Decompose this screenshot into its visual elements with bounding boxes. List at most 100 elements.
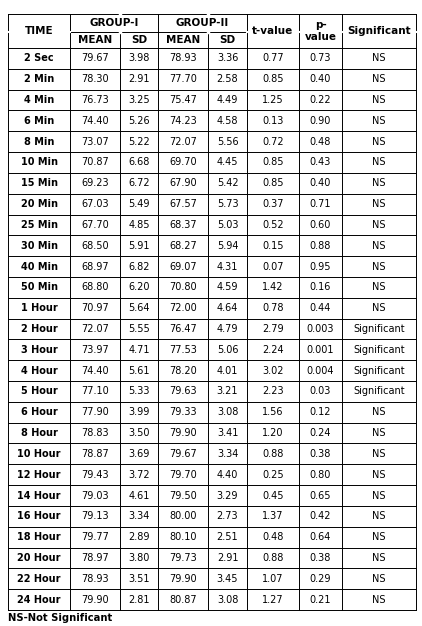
Text: 79.70: 79.70 [170, 470, 197, 480]
Text: 0.16: 0.16 [310, 282, 331, 292]
Text: 20 Min: 20 Min [21, 199, 57, 209]
Text: NS: NS [372, 116, 386, 126]
Text: 0.13: 0.13 [262, 116, 284, 126]
Text: 3.72: 3.72 [128, 470, 150, 480]
Text: NS-Not Significant: NS-Not Significant [8, 613, 112, 623]
Text: 3.29: 3.29 [217, 491, 238, 501]
Text: 5.49: 5.49 [128, 199, 150, 209]
Text: NS: NS [372, 491, 386, 501]
Text: 1 Hour: 1 Hour [21, 303, 57, 313]
Text: 0.03: 0.03 [310, 386, 331, 396]
Text: 0.44: 0.44 [310, 303, 331, 313]
Text: 0.85: 0.85 [262, 178, 284, 188]
Text: 2.51: 2.51 [216, 532, 238, 542]
Text: 12 Hour: 12 Hour [17, 470, 61, 480]
Text: 4.31: 4.31 [217, 262, 238, 272]
Text: 1.42: 1.42 [262, 282, 284, 292]
Text: NS: NS [372, 74, 386, 85]
Text: 5.64: 5.64 [128, 303, 150, 313]
Text: 72.00: 72.00 [170, 303, 197, 313]
Text: 77.10: 77.10 [81, 386, 109, 396]
Text: 68.80: 68.80 [81, 282, 109, 292]
Text: 79.67: 79.67 [170, 449, 197, 459]
Text: 79.03: 79.03 [81, 491, 109, 501]
Text: 78.83: 78.83 [81, 428, 109, 438]
Text: 0.88: 0.88 [310, 241, 331, 251]
Text: 0.64: 0.64 [310, 532, 331, 542]
Text: 79.90: 79.90 [81, 595, 109, 605]
Text: 79.90: 79.90 [170, 574, 197, 584]
Text: 2.24: 2.24 [262, 345, 284, 355]
Text: 67.57: 67.57 [169, 199, 197, 209]
Text: 3.08: 3.08 [217, 595, 238, 605]
Text: 3.80: 3.80 [129, 553, 150, 563]
Text: GROUP-II: GROUP-II [176, 18, 229, 28]
Text: 72.07: 72.07 [81, 324, 109, 334]
Text: 24 Hour: 24 Hour [17, 595, 61, 605]
Text: 5.26: 5.26 [128, 116, 150, 126]
Text: 0.90: 0.90 [310, 116, 331, 126]
Text: 10 Hour: 10 Hour [17, 449, 61, 459]
Text: 4.45: 4.45 [217, 158, 238, 168]
Text: 6.20: 6.20 [128, 282, 150, 292]
Text: 3.45: 3.45 [217, 574, 238, 584]
Text: 0.72: 0.72 [262, 136, 284, 146]
Text: 0.25: 0.25 [262, 470, 284, 480]
Text: NS: NS [372, 158, 386, 168]
Text: 67.03: 67.03 [81, 199, 109, 209]
Text: 0.48: 0.48 [262, 532, 284, 542]
Text: 3.36: 3.36 [217, 53, 238, 63]
Text: 74.40: 74.40 [81, 366, 109, 376]
Text: NS: NS [372, 511, 386, 521]
Text: SD: SD [131, 35, 147, 45]
Text: 0.80: 0.80 [310, 470, 331, 480]
Text: 15 Min: 15 Min [21, 178, 57, 188]
Text: 70.87: 70.87 [81, 158, 109, 168]
Text: 78.87: 78.87 [81, 449, 109, 459]
Text: 68.37: 68.37 [170, 220, 197, 230]
Text: 0.88: 0.88 [262, 449, 284, 459]
Text: 16 Hour: 16 Hour [17, 511, 61, 521]
Text: 78.93: 78.93 [170, 53, 197, 63]
Text: 4.71: 4.71 [128, 345, 150, 355]
Text: 0.40: 0.40 [310, 74, 331, 85]
Text: 18 Hour: 18 Hour [17, 532, 61, 542]
Text: 76.73: 76.73 [81, 95, 109, 105]
Text: 2.23: 2.23 [262, 386, 284, 396]
Text: 6 Hour: 6 Hour [21, 408, 57, 418]
Text: 5 Hour: 5 Hour [21, 386, 57, 396]
Text: NS: NS [372, 470, 386, 480]
Text: 78.93: 78.93 [81, 574, 109, 584]
Text: 2.73: 2.73 [216, 511, 238, 521]
Text: 3.50: 3.50 [128, 428, 150, 438]
Text: 69.23: 69.23 [81, 178, 109, 188]
Text: NS: NS [372, 95, 386, 105]
Text: 4.01: 4.01 [217, 366, 238, 376]
Text: 0.003: 0.003 [307, 324, 334, 334]
Text: 4.40: 4.40 [217, 470, 238, 480]
Text: 79.67: 79.67 [81, 53, 109, 63]
Text: Significant: Significant [353, 324, 405, 334]
Text: 3 Hour: 3 Hour [21, 345, 57, 355]
Text: 0.52: 0.52 [262, 220, 284, 230]
Text: 0.22: 0.22 [310, 95, 331, 105]
Text: NS: NS [372, 574, 386, 584]
Text: 67.90: 67.90 [170, 178, 197, 188]
Text: 3.25: 3.25 [128, 95, 150, 105]
Text: 0.73: 0.73 [310, 53, 331, 63]
Text: 79.77: 79.77 [81, 532, 109, 542]
Text: TIME: TIME [25, 26, 53, 36]
Text: 0.88: 0.88 [262, 553, 284, 563]
Text: 6 Min: 6 Min [24, 116, 54, 126]
Text: 79.13: 79.13 [81, 511, 109, 521]
Text: 3.21: 3.21 [217, 386, 238, 396]
Text: NS: NS [372, 595, 386, 605]
Text: 4.49: 4.49 [217, 95, 238, 105]
Text: 4 Min: 4 Min [24, 95, 54, 105]
Text: 79.43: 79.43 [81, 470, 109, 480]
Text: 8 Hour: 8 Hour [21, 428, 57, 438]
Text: 0.38: 0.38 [310, 449, 331, 459]
Text: NS: NS [372, 449, 386, 459]
Text: 0.15: 0.15 [262, 241, 284, 251]
Text: 2.58: 2.58 [216, 74, 238, 85]
